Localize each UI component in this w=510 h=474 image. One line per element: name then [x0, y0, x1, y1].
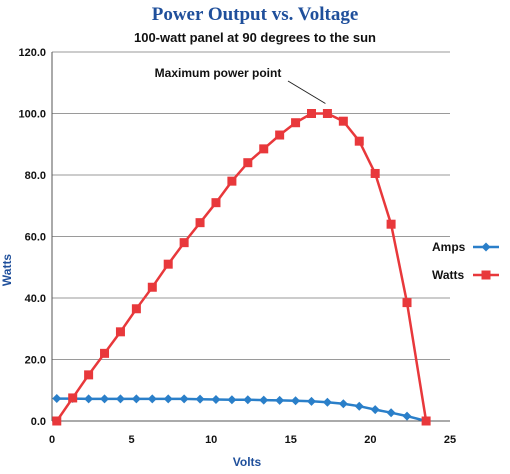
- x-tick-label: 20: [364, 434, 376, 446]
- watts-line: [55, 112, 428, 422]
- amps-point: [227, 395, 237, 405]
- watts-point: [386, 219, 396, 229]
- x-tick-label: 5: [129, 434, 135, 446]
- legend-marker: [481, 242, 491, 252]
- y-tick-label: 40.0: [25, 293, 46, 305]
- watts-point: [227, 176, 237, 186]
- amps-point: [291, 396, 301, 406]
- watts-point: [421, 416, 431, 426]
- watts-point: [195, 218, 205, 228]
- legend-label: Watts: [432, 268, 465, 282]
- annotation-leader-line: [287, 80, 326, 104]
- tick-labels: 0.0 20.0 40.0 60.0 80.0 100.0 120.0 0 5 10 15 20 25: [18, 47, 456, 446]
- chart-subtitle: 100-watt panel at 90 degrees to the sun: [133, 30, 377, 45]
- watts-point: [322, 109, 332, 118]
- watts-point: [259, 144, 269, 154]
- axes: [51, 52, 450, 422]
- amps-point: [370, 405, 380, 415]
- watts-point: [147, 282, 157, 292]
- legend-marker: [481, 270, 491, 280]
- amps-point: [179, 394, 189, 404]
- amps-point: [354, 401, 364, 411]
- annotation: Maximum power point: [155, 66, 326, 104]
- series-watts: [52, 109, 431, 426]
- grid: [52, 51, 450, 360]
- watts-point: [163, 259, 173, 269]
- y-tick-label: 100.0: [18, 109, 46, 121]
- x-tick-label: 10: [205, 434, 217, 446]
- amps-point: [243, 395, 253, 405]
- amps-point: [147, 394, 157, 404]
- amps-point: [163, 394, 173, 404]
- amps-point: [100, 394, 110, 404]
- y-tick-label: 80.0: [25, 170, 46, 182]
- watts-point: [291, 118, 301, 128]
- x-tick-label: 15: [285, 434, 297, 446]
- amps-point: [259, 395, 269, 405]
- watts-point: [211, 198, 221, 208]
- watts-point: [338, 116, 348, 126]
- watts-point: [131, 304, 141, 314]
- amps-point: [115, 394, 125, 404]
- watts-point: [84, 370, 94, 380]
- x-tick-label: 0: [49, 434, 55, 446]
- amps-point: [211, 394, 221, 404]
- watts-point: [179, 238, 189, 248]
- amps-point: [84, 394, 94, 404]
- amps-point: [195, 394, 205, 404]
- y-tick-label: 20.0: [25, 355, 46, 367]
- y-tick-label: 120.0: [18, 47, 46, 59]
- watts-point: [402, 298, 412, 308]
- watts-point: [306, 109, 316, 118]
- watts-point: [68, 393, 78, 403]
- amps-point: [402, 411, 412, 421]
- amps-point: [131, 394, 141, 404]
- amps-point: [338, 399, 348, 409]
- watts-point: [275, 130, 285, 140]
- amps-line: [56, 397, 427, 423]
- legend-item-amps: Amps: [432, 240, 499, 254]
- watts-point: [354, 136, 364, 146]
- watts-point: [243, 158, 253, 168]
- legend-item-watts: Watts: [432, 268, 499, 282]
- y-tick-label: 0.0: [31, 416, 46, 428]
- series: [52, 109, 431, 426]
- watts-point: [115, 327, 125, 337]
- x-axis-title: Volts: [233, 455, 262, 469]
- y-axis-title: Watts: [0, 254, 14, 287]
- legend: Amps Watts: [432, 240, 499, 282]
- series-amps: [52, 394, 431, 426]
- x-tick-label: 25: [444, 434, 456, 446]
- amps-point: [52, 394, 62, 404]
- amps-point: [275, 395, 285, 405]
- annotation-label: Maximum power point: [155, 66, 282, 80]
- amps-point: [386, 408, 396, 418]
- amps-point: [306, 396, 316, 406]
- amps-point: [322, 397, 332, 407]
- watts-point: [100, 348, 110, 358]
- watts-point: [370, 168, 380, 178]
- chart-title: Power Output vs. Voltage: [151, 4, 359, 25]
- watts-point: [52, 416, 62, 426]
- legend-label: Amps: [432, 240, 466, 254]
- y-tick-label: 60.0: [25, 232, 46, 244]
